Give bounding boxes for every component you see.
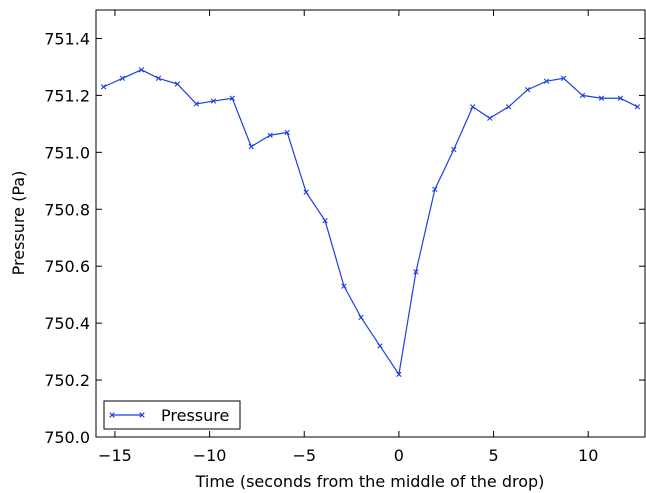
marker-stroke [193, 101, 200, 107]
marker-stroke [210, 98, 217, 104]
data-point-marker [358, 314, 364, 321]
marker-stroke [470, 104, 476, 110]
marker-stroke [155, 75, 162, 82]
data-point-marker [579, 92, 586, 99]
legend: Pressure [103, 400, 241, 430]
data-point-marker [413, 269, 419, 275]
marker-stroke [598, 95, 605, 101]
data-point-marker [138, 67, 145, 73]
y-tick-label: 750.0 [44, 428, 90, 447]
series-line-pressure [103, 69, 638, 376]
x-tick-label: −10 [193, 446, 227, 465]
y-tick-label: 750.2 [44, 371, 90, 390]
data-point-marker [174, 81, 181, 87]
data-point-marker [119, 75, 126, 82]
data-point-marker [506, 104, 512, 110]
data-point-marker [396, 371, 402, 378]
marker-stroke [617, 95, 624, 101]
y-axis-ticks: 750.0 750.2 750.4 750.6 750.8 751.0 751.2 751.4 [44, 29, 645, 447]
x-tick-label: 5 [488, 446, 498, 465]
data-point-marker [229, 95, 235, 101]
marker-stroke [506, 104, 512, 110]
y-tick-label: 751.0 [44, 143, 90, 162]
data-point-marker [210, 98, 217, 104]
x-tick-label: 10 [578, 446, 598, 465]
data-point-marker [248, 143, 254, 150]
marker-stroke [267, 132, 273, 138]
x-axis-ticks: −15 −10 −5 0 5 10 [98, 10, 598, 465]
plot-frame [95, 9, 646, 438]
data-point-marker [193, 101, 200, 107]
data-point-marker [432, 186, 438, 193]
marker-stroke [229, 95, 235, 101]
x-axis-title: Time (seconds from the middle of the dro… [195, 472, 545, 491]
y-tick-label: 751.4 [44, 29, 90, 48]
data-point-marker [560, 75, 567, 82]
legend-box [103, 400, 241, 430]
marker-stroke [248, 143, 254, 150]
marker-stroke [543, 78, 550, 84]
data-point-marker [470, 104, 476, 110]
legend-marker-sample [109, 412, 145, 418]
marker-stroke [341, 283, 347, 289]
x-tick-label: −5 [292, 446, 316, 465]
marker-stroke [138, 67, 145, 73]
marker-stroke [119, 75, 126, 82]
data-point-marker [634, 104, 641, 110]
legend-label-pressure: Pressure [161, 406, 229, 425]
legend-marker-stroke [139, 412, 145, 418]
data-point-marker [322, 217, 328, 224]
y-axis-title: Pressure (Pa) [9, 171, 28, 276]
marker-stroke [451, 146, 457, 153]
marker-stroke [284, 129, 290, 136]
data-point-marker [543, 78, 550, 84]
marker-stroke [174, 81, 181, 87]
series-layer [100, 67, 641, 378]
data-point-marker [451, 146, 457, 153]
marker-stroke [358, 314, 364, 321]
marker-stroke [322, 217, 328, 224]
data-point-marker [155, 75, 162, 82]
marker-stroke [560, 75, 567, 82]
data-point-marker [303, 189, 309, 195]
data-point-marker [598, 95, 605, 101]
marker-stroke [579, 92, 586, 99]
marker-stroke [303, 189, 309, 195]
marker-stroke [487, 115, 493, 121]
x-tick-label: 0 [394, 446, 404, 465]
y-tick-label: 750.8 [44, 200, 90, 219]
y-tick-label: 751.2 [44, 86, 90, 105]
y-tick-label: 750.4 [44, 314, 90, 333]
y-tick-label: 750.6 [44, 257, 90, 276]
legend-marker-stroke [109, 412, 115, 418]
data-point-marker [100, 84, 107, 90]
data-point-marker [524, 87, 531, 93]
marker-stroke [396, 371, 402, 378]
marker-stroke [100, 84, 107, 90]
data-point-marker [617, 95, 624, 101]
marker-stroke [377, 343, 383, 349]
data-point-marker [267, 132, 273, 138]
data-point-marker [377, 343, 383, 349]
marker-stroke [524, 87, 531, 93]
data-point-marker [487, 115, 493, 121]
data-point-marker [284, 129, 290, 136]
marker-stroke [432, 186, 438, 193]
marker-stroke [413, 269, 419, 275]
marker-stroke [634, 104, 641, 110]
x-tick-label: −15 [98, 446, 132, 465]
data-point-marker [341, 283, 347, 289]
